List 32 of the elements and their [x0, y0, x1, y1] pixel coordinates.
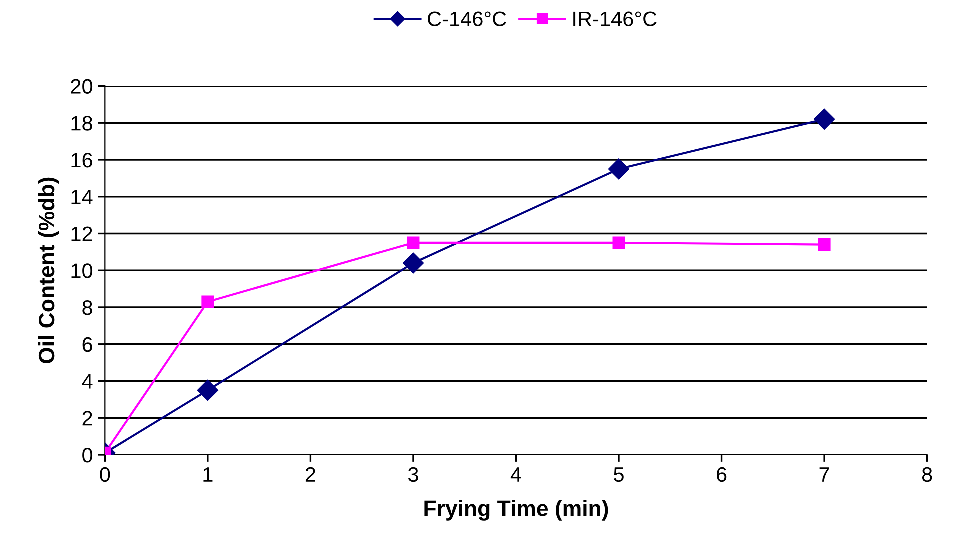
y-tick-label: 14 [72, 190, 93, 204]
y-axis-title: Oil Content (%db) [38, 178, 60, 364]
x-tick-label: 5 [614, 468, 624, 482]
point [612, 236, 626, 250]
x-tick-label: 6 [717, 467, 727, 482]
point [814, 108, 836, 130]
y-tick-label: 10 [72, 264, 93, 278]
point [202, 296, 214, 308]
y-tick-label: 0 [82, 448, 93, 463]
x-axis-title: Frying Time (min) [424, 500, 608, 521]
y-tick-label: 4 [82, 374, 93, 389]
x-tick-label: 4 [510, 468, 522, 482]
y-tick-label: 18 [72, 116, 92, 131]
point [407, 236, 420, 250]
y-tick-label: 6 [82, 337, 92, 352]
point [197, 380, 218, 401]
x-tick-label: 8 [922, 467, 932, 482]
x-tick-label: 3 [408, 467, 418, 482]
y-tick-label: 12 [72, 226, 92, 242]
legend-label: C-146°C [428, 12, 506, 26]
x-tick-label: 7 [820, 468, 830, 482]
y-tick-label: 16 [72, 152, 92, 168]
point [402, 252, 424, 274]
x-tick-label: 0 [100, 467, 110, 482]
y-tick-label: 2 [82, 411, 92, 426]
point [608, 158, 630, 180]
point [818, 238, 831, 252]
y-tick-label: 8 [82, 300, 92, 316]
x-tick-label: 2 [306, 467, 316, 482]
legend-label: IR-146°C [574, 12, 657, 26]
x-tick-label: 1 [204, 468, 213, 482]
y-tick-label: 20 [71, 79, 93, 94]
